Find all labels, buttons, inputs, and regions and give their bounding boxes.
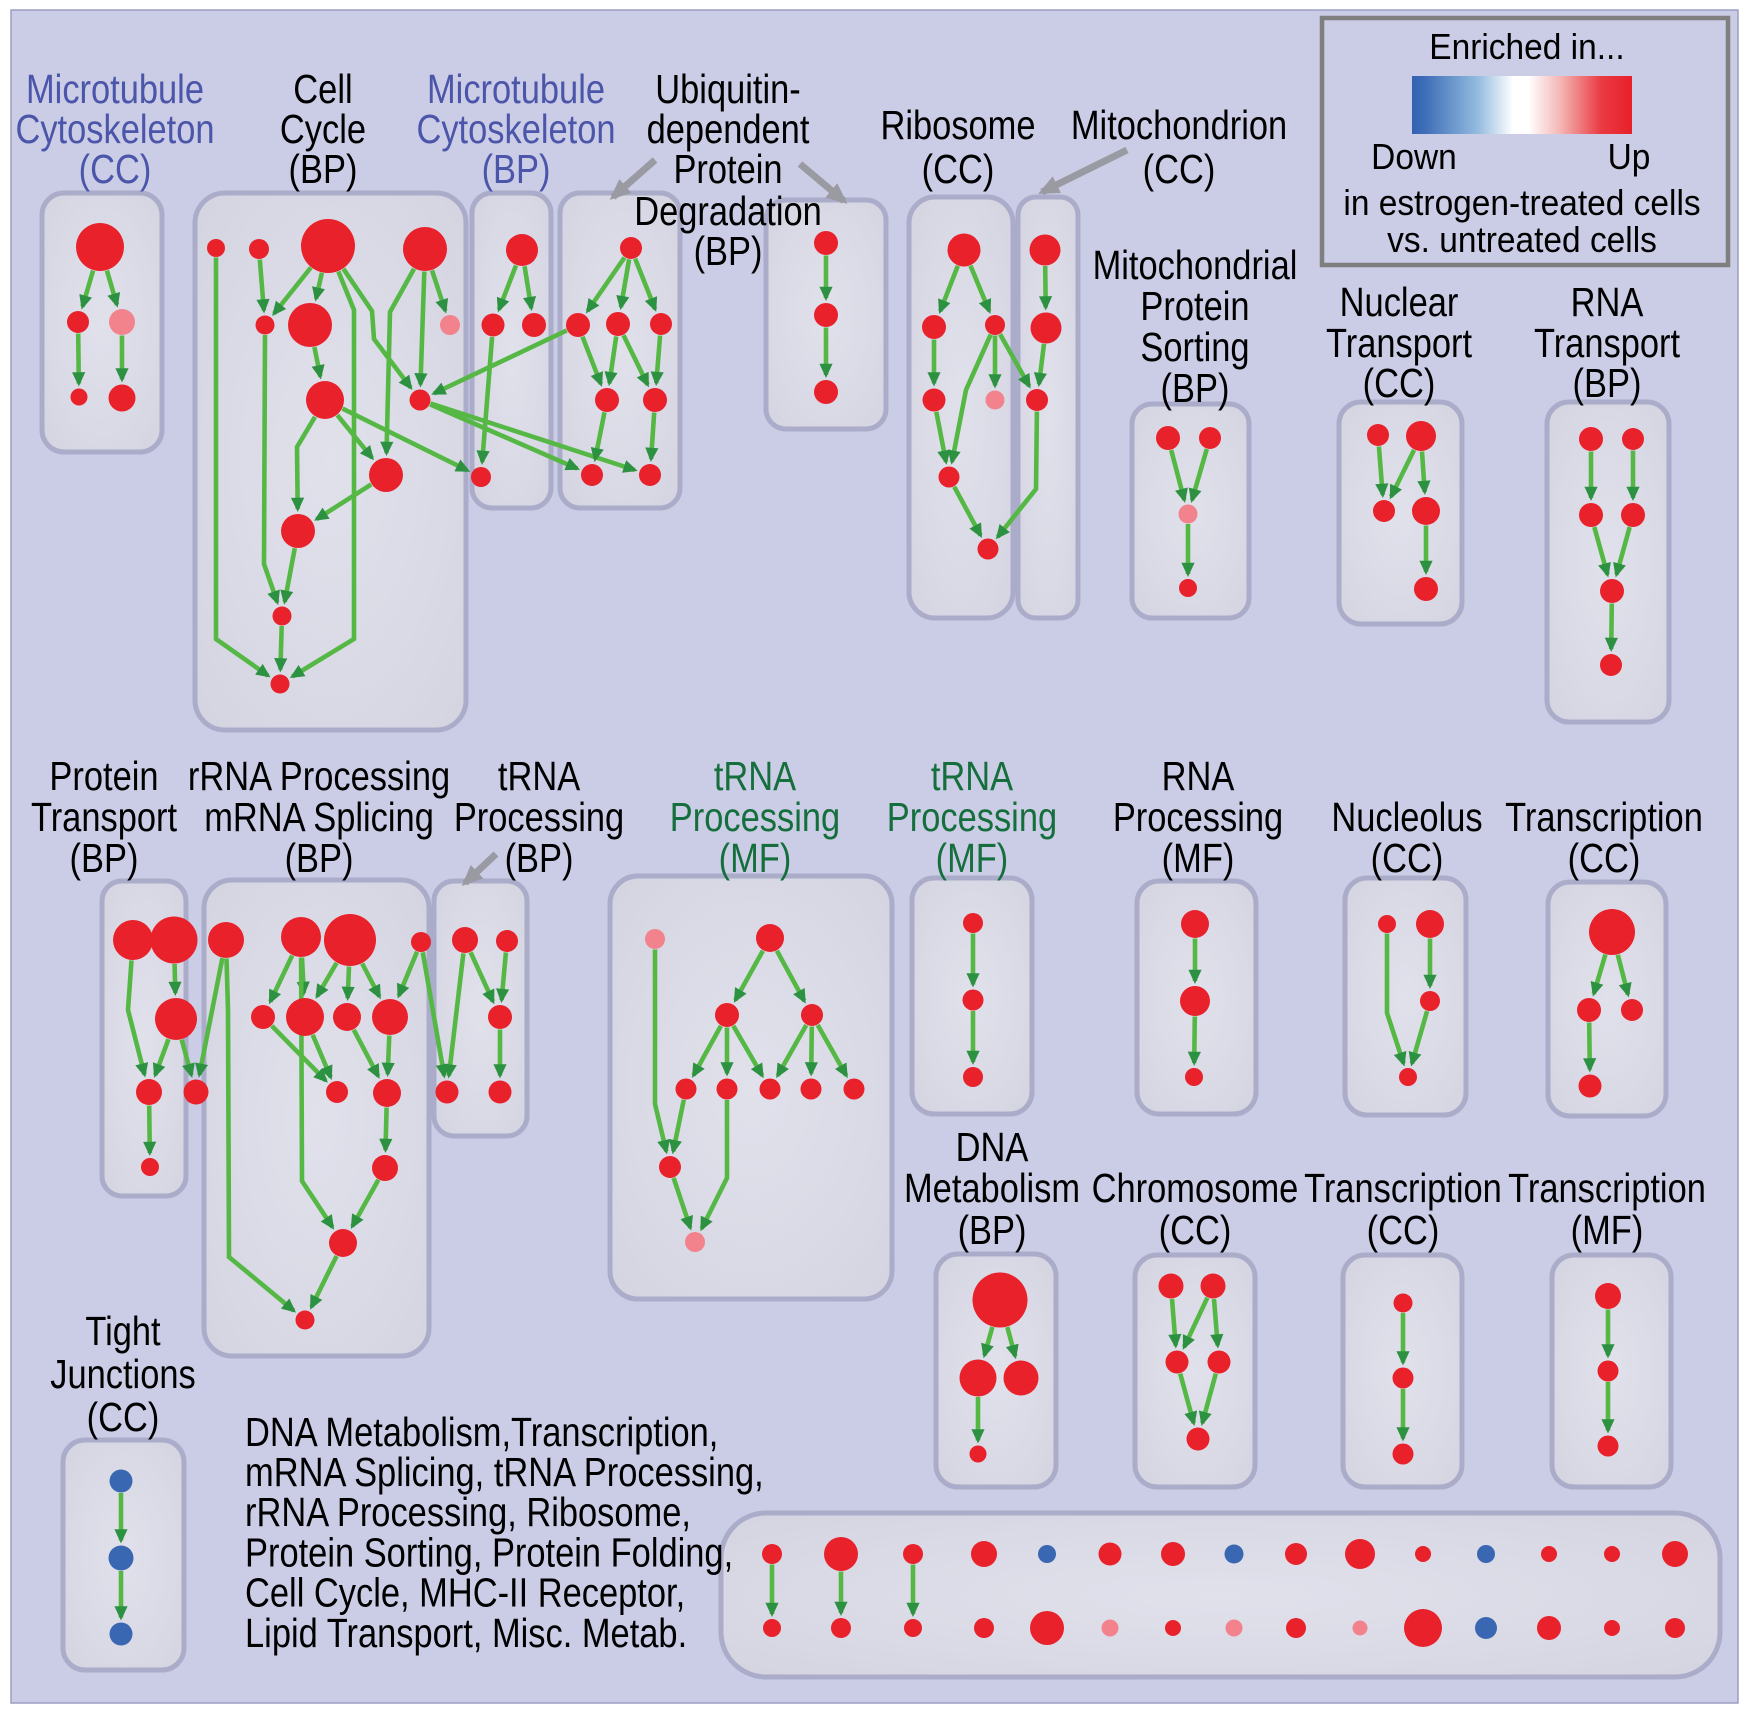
svg-text:Degradation: Degradation [634, 189, 822, 234]
svg-text:Nucleolus: Nucleolus [1331, 795, 1482, 840]
svg-text:tRNA: tRNA [714, 754, 797, 799]
svg-text:Metabolism: Metabolism [904, 1166, 1080, 1211]
svg-text:(MF): (MF) [719, 836, 792, 881]
svg-text:(BP): (BP) [70, 836, 139, 881]
svg-text:(CC): (CC) [79, 147, 152, 192]
svg-text:tRNA: tRNA [931, 754, 1014, 799]
svg-text:(CC): (CC) [1159, 1208, 1232, 1253]
svg-text:Cytoskeleton: Cytoskeleton [15, 107, 214, 152]
svg-text:Processing: Processing [670, 795, 840, 840]
svg-text:(BP): (BP) [1161, 366, 1230, 411]
svg-text:Processing: Processing [454, 795, 624, 840]
svg-text:(BP): (BP) [289, 147, 358, 192]
svg-text:(BP): (BP) [482, 147, 551, 192]
svg-text:Chromosome: Chromosome [1092, 1166, 1299, 1211]
svg-text:RNA: RNA [1571, 280, 1644, 325]
svg-text:Protein: Protein [49, 754, 158, 799]
svg-text:Transport: Transport [1534, 321, 1681, 366]
svg-text:rRNA Processing, Ribosome,: rRNA Processing, Ribosome, [245, 1490, 691, 1535]
svg-text:(MF): (MF) [1162, 836, 1235, 881]
svg-text:Processing: Processing [1113, 795, 1283, 840]
svg-text:Sorting: Sorting [1140, 325, 1249, 370]
svg-text:Mitochondrial: Mitochondrial [1093, 243, 1298, 288]
svg-text:(CC): (CC) [1143, 147, 1216, 192]
svg-text:Cytoskeleton: Cytoskeleton [416, 107, 615, 152]
svg-text:mRNA Splicing: mRNA Splicing [204, 795, 434, 840]
svg-text:vs. untreated cells: vs. untreated cells [1387, 221, 1657, 260]
svg-text:Protein: Protein [673, 147, 782, 192]
svg-text:Junctions: Junctions [50, 1352, 195, 1397]
svg-text:(CC): (CC) [87, 1395, 160, 1440]
svg-text:DNA Metabolism,Transcription,: DNA Metabolism,Transcription, [245, 1410, 718, 1455]
svg-text:Protein Sorting, Protein Foldi: Protein Sorting, Protein Folding, [245, 1531, 733, 1576]
svg-text:Protein: Protein [1140, 284, 1249, 329]
svg-text:in estrogen-treated cells: in estrogen-treated cells [1343, 184, 1700, 223]
svg-text:Microtubule: Microtubule [427, 67, 605, 112]
svg-text:Cycle: Cycle [280, 107, 366, 152]
svg-text:(BP): (BP) [694, 229, 763, 274]
svg-text:Ubiquitin-: Ubiquitin- [655, 67, 800, 112]
svg-text:Up: Up [1608, 138, 1651, 177]
svg-text:rRNA Processing: rRNA Processing [188, 754, 450, 799]
svg-text:(CC): (CC) [1568, 836, 1641, 881]
svg-text:(BP): (BP) [1573, 361, 1642, 406]
svg-text:Cell Cycle, MHC-II Receptor,: Cell Cycle, MHC-II Receptor, [245, 1571, 685, 1616]
svg-text:tRNA: tRNA [498, 754, 581, 799]
svg-text:Transcription: Transcription [1505, 795, 1703, 840]
svg-text:(BP): (BP) [958, 1208, 1027, 1253]
svg-text:Enriched in...: Enriched in... [1429, 28, 1624, 67]
svg-text:Transcription: Transcription [1508, 1166, 1706, 1211]
svg-text:Mitochondrion: Mitochondrion [1071, 103, 1287, 148]
svg-text:Down: Down [1371, 138, 1457, 177]
svg-text:Tight: Tight [85, 1309, 161, 1354]
svg-text:Processing: Processing [887, 795, 1057, 840]
svg-text:(CC): (CC) [1363, 361, 1436, 406]
svg-text:Nuclear: Nuclear [1340, 280, 1459, 325]
svg-text:(MF): (MF) [936, 836, 1009, 881]
svg-text:(CC): (CC) [922, 147, 995, 192]
svg-text:(CC): (CC) [1367, 1208, 1440, 1253]
svg-text:Transcription: Transcription [1304, 1166, 1502, 1211]
svg-text:(CC): (CC) [1371, 836, 1444, 881]
svg-text:Lipid Transport, Misc. Metab.: Lipid Transport, Misc. Metab. [245, 1611, 687, 1656]
svg-text:mRNA Splicing, tRNA Processing: mRNA Splicing, tRNA Processing, [245, 1450, 764, 1495]
svg-text:(MF): (MF) [1571, 1208, 1644, 1253]
svg-text:Cell: Cell [293, 67, 352, 112]
svg-text:(BP): (BP) [505, 836, 574, 881]
svg-text:RNA: RNA [1162, 754, 1235, 799]
svg-text:Ribosome: Ribosome [880, 103, 1035, 148]
svg-text:Microtubule: Microtubule [26, 67, 204, 112]
svg-text:Transport: Transport [31, 795, 178, 840]
svg-text:dependent: dependent [647, 107, 810, 152]
svg-text:(BP): (BP) [285, 836, 354, 881]
svg-text:DNA: DNA [956, 1125, 1029, 1170]
svg-text:Transport: Transport [1326, 321, 1473, 366]
